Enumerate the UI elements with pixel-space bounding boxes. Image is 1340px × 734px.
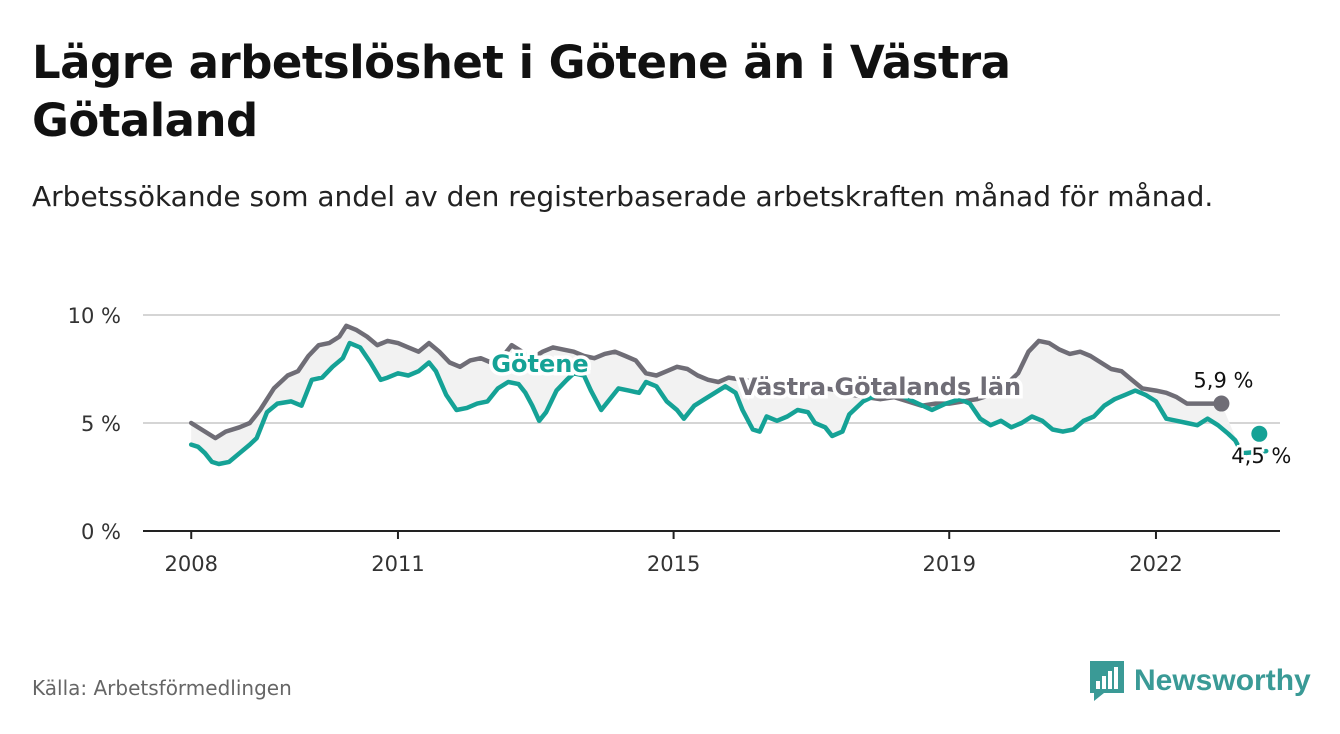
area-layer <box>191 325 1243 464</box>
x-tick-label: 2022 <box>1129 552 1182 576</box>
x-tick-label: 2011 <box>371 552 424 576</box>
series-line-vastra-gotaland <box>188 323 1224 441</box>
end-marker-vastra-gotaland <box>1213 395 1230 412</box>
line-chart: 5,9 % 4,5 % Götene Västra Götalands län 0 %… <box>67 304 1294 576</box>
brand-name: Newsworthy <box>1134 664 1311 697</box>
end-label-gotene: 4,5 % <box>1231 444 1291 468</box>
gap-area <box>191 325 1243 464</box>
y-tick-label: 0 % <box>81 520 121 544</box>
end-label-vastra-gotaland: 5,9 % <box>1193 369 1253 393</box>
x-tick-label: 2008 <box>165 552 218 576</box>
series-line-gotene <box>188 340 1269 467</box>
chart-subtitle: Arbetssökande som andel av den registerb… <box>32 180 1214 213</box>
brand-logo[interactable]: Newsworthy <box>1088 658 1311 704</box>
series-label-vastra-gotaland: Västra Götalands län <box>739 373 1021 401</box>
axis-layer: 0 % 5 % 10 % 2008 2011 2015 2019 2022 <box>68 304 1280 576</box>
y-tick-label: 5 % <box>81 412 121 436</box>
x-tick-label: 2019 <box>923 552 976 576</box>
x-tick-label: 2015 <box>647 552 700 576</box>
grid-layer <box>143 314 1280 424</box>
y-tick-label: 10 % <box>68 304 121 328</box>
newsworthy-icon <box>1090 661 1124 701</box>
source-note: Källa: Arbetsförmedlingen <box>32 676 292 700</box>
label-layer: 5,9 % 4,5 % Götene Västra Götalands län <box>488 347 1294 471</box>
chart-title: Lägre arbetslöshet i Götene än i Västra … <box>32 36 1011 147</box>
series-label-gotene: Götene <box>491 350 588 378</box>
end-marker-gotene <box>1251 425 1268 442</box>
series-layer <box>188 323 1269 467</box>
